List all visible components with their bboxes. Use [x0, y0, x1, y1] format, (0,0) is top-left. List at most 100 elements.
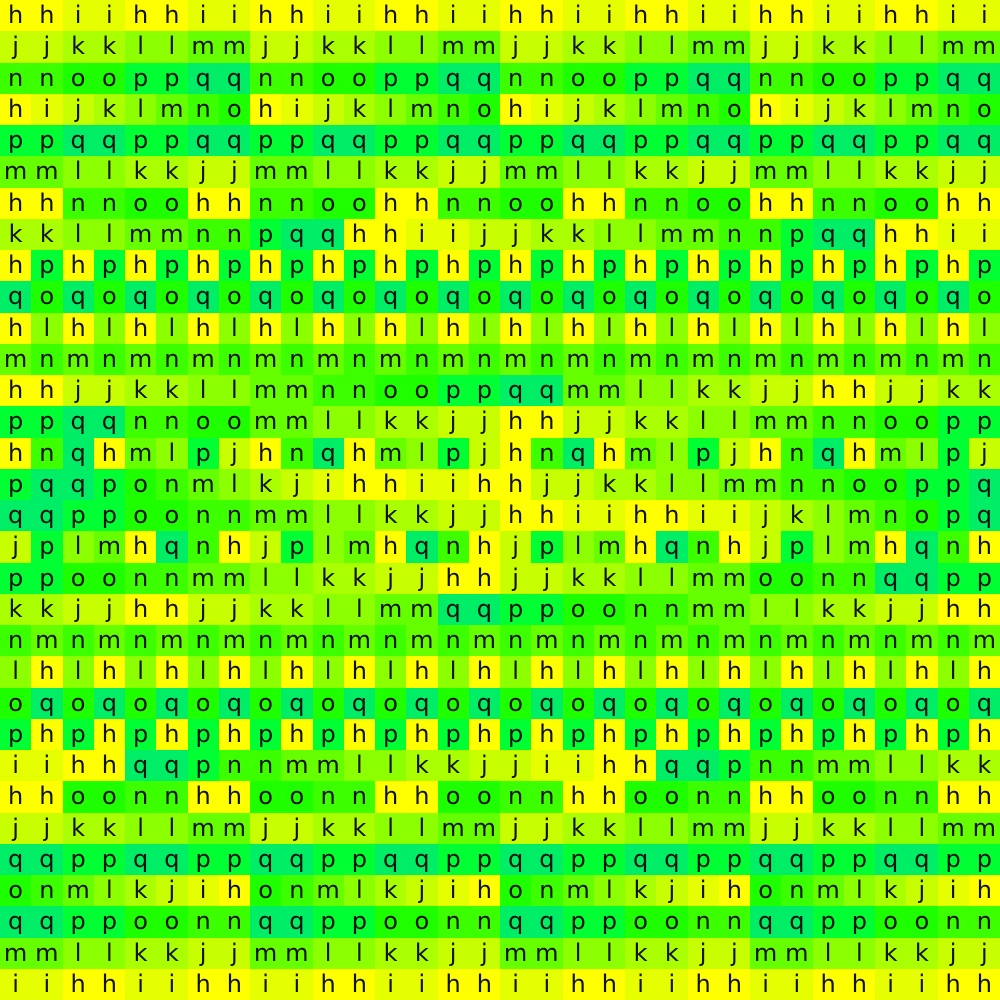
- grid-cell: l: [719, 313, 750, 344]
- grid-cell: l: [813, 156, 844, 187]
- grid-cell: q: [125, 281, 156, 312]
- grid-cell: n: [438, 531, 469, 562]
- grid-cell: h: [844, 656, 875, 687]
- grid-cell: p: [563, 844, 594, 875]
- grid-cell: m: [281, 406, 312, 437]
- grid-cell: m: [500, 344, 531, 375]
- grid-cell: o: [563, 594, 594, 625]
- grid-cell: q: [500, 906, 531, 937]
- grid-cell: n: [31, 875, 62, 906]
- grid-cell: m: [375, 344, 406, 375]
- grid-cell: q: [63, 469, 94, 500]
- grid-cell: o: [219, 406, 250, 437]
- grid-cell: i: [688, 500, 719, 531]
- grid-cell: n: [313, 781, 344, 812]
- grid-cell: m: [156, 625, 187, 656]
- grid-cell: q: [156, 688, 187, 719]
- grid-cell: h: [500, 313, 531, 344]
- grid-cell: h: [438, 250, 469, 281]
- grid-cell: h: [625, 500, 656, 531]
- grid-cell: p: [94, 906, 125, 937]
- grid-cell: p: [31, 531, 62, 562]
- grid-cell: k: [625, 938, 656, 969]
- grid-cell: n: [719, 781, 750, 812]
- grid-cell: q: [969, 688, 1000, 719]
- grid-cell: h: [281, 0, 312, 31]
- grid-cell: h: [156, 594, 187, 625]
- grid-cell: h: [969, 531, 1000, 562]
- grid-cell: k: [969, 375, 1000, 406]
- grid-cell: j: [94, 375, 125, 406]
- grid-cell: i: [406, 219, 437, 250]
- grid-cell: m: [94, 531, 125, 562]
- grid-cell: n: [156, 563, 187, 594]
- grid-cell: p: [750, 719, 781, 750]
- grid-cell: l: [813, 938, 844, 969]
- grid-cell: m: [719, 813, 750, 844]
- grid-cell: l: [406, 313, 437, 344]
- grid-cell: k: [906, 938, 937, 969]
- grid-cell: m: [688, 344, 719, 375]
- grid-cell: m: [844, 500, 875, 531]
- grid-cell: j: [875, 375, 906, 406]
- grid-cell: j: [875, 594, 906, 625]
- grid-cell: l: [313, 938, 344, 969]
- grid-cell: h: [563, 781, 594, 812]
- grid-cell: l: [625, 656, 656, 687]
- grid-cell: h: [688, 250, 719, 281]
- grid-cell: n: [625, 594, 656, 625]
- grid-cell: k: [375, 406, 406, 437]
- grid-cell: i: [750, 969, 781, 1000]
- grid-cell: o: [656, 906, 687, 937]
- grid-cell: k: [31, 219, 62, 250]
- grid-cell: q: [969, 469, 1000, 500]
- grid-cell: m: [781, 406, 812, 437]
- grid-cell: q: [250, 906, 281, 937]
- grid-cell: j: [688, 156, 719, 187]
- grid-cell: p: [31, 125, 62, 156]
- grid-cell: i: [438, 469, 469, 500]
- grid-cell: j: [250, 531, 281, 562]
- grid-cell: q: [656, 531, 687, 562]
- grid-cell: m: [188, 563, 219, 594]
- grid-cell: n: [531, 344, 562, 375]
- grid-cell: h: [531, 0, 562, 31]
- grid-cell: m: [844, 625, 875, 656]
- grid-cell: p: [406, 250, 437, 281]
- grid-cell: l: [94, 219, 125, 250]
- grid-cell: h: [813, 969, 844, 1000]
- grid-cell: n: [844, 406, 875, 437]
- grid-cell: m: [594, 531, 625, 562]
- grid-cell: q: [500, 844, 531, 875]
- grid-cell: m: [438, 813, 469, 844]
- grid-cell: o: [625, 688, 656, 719]
- grid-cell: n: [94, 344, 125, 375]
- grid-cell: q: [188, 63, 219, 94]
- grid-cell: q: [63, 406, 94, 437]
- grid-cell: q: [94, 125, 125, 156]
- grid-cell: q: [406, 531, 437, 562]
- grid-cell: m: [31, 625, 62, 656]
- grid-cell: h: [313, 313, 344, 344]
- grid-cell: l: [938, 656, 969, 687]
- grid-cell: q: [469, 688, 500, 719]
- grid-cell: h: [750, 250, 781, 281]
- grid-cell: i: [375, 969, 406, 1000]
- grid-cell: m: [906, 94, 937, 125]
- grid-cell: p: [281, 250, 312, 281]
- grid-cell: m: [219, 563, 250, 594]
- grid-cell: h: [969, 781, 1000, 812]
- grid-cell: q: [750, 844, 781, 875]
- grid-cell: o: [313, 188, 344, 219]
- grid-cell: l: [906, 438, 937, 469]
- grid-cell: l: [563, 656, 594, 687]
- grid-cell: m: [188, 31, 219, 62]
- grid-cell: o: [750, 563, 781, 594]
- grid-cell: n: [375, 625, 406, 656]
- grid-cell: p: [813, 719, 844, 750]
- grid-cell: k: [594, 31, 625, 62]
- grid-cell: q: [813, 281, 844, 312]
- grid-cell: k: [844, 594, 875, 625]
- grid-cell: m: [31, 938, 62, 969]
- grid-cell: q: [0, 500, 31, 531]
